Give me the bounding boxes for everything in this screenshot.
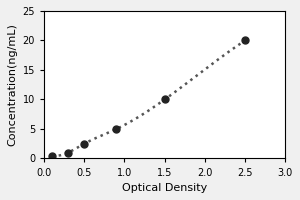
Y-axis label: Concentration(ng/mL): Concentration(ng/mL)	[7, 23, 17, 146]
X-axis label: Optical Density: Optical Density	[122, 183, 207, 193]
